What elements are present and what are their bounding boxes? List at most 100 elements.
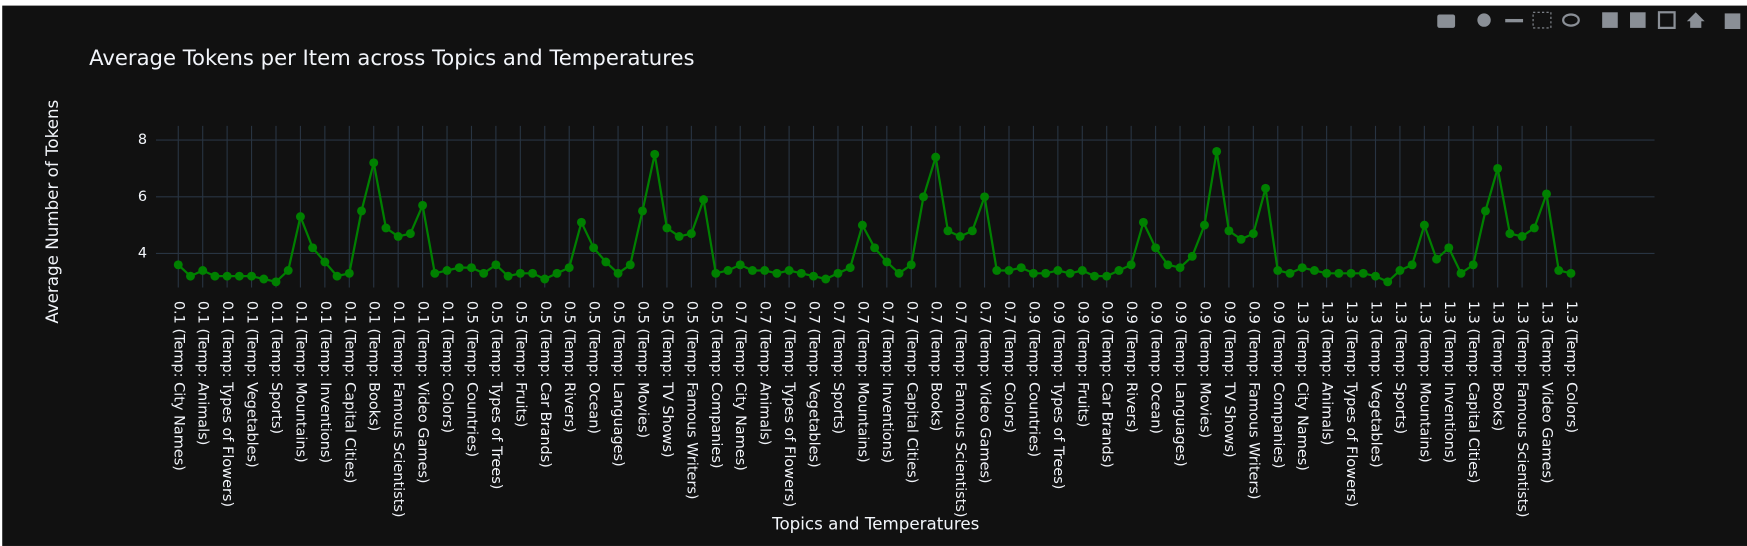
marker [1065, 268, 1075, 278]
marker [1395, 266, 1405, 275]
marker [405, 229, 415, 239]
marker [662, 223, 672, 233]
x-tick-label: 0.1 (Temp: Books) [366, 301, 382, 431]
x-tick-label: 0.5 (Temp: Types of Trees) [488, 301, 504, 490]
marker [686, 229, 696, 239]
y-tick-label: 6 [138, 189, 147, 205]
x-tick-label: 0.5 (Temp: Rivers) [561, 301, 577, 433]
marker [381, 223, 391, 233]
marker [919, 192, 928, 202]
y-tick-label: 8 [138, 132, 147, 148]
x-tick-label: 0.5 (Temp: Companies) [708, 301, 724, 469]
marker [1151, 243, 1161, 253]
x-tick-label: 0.7 (Temp: Video Games) [977, 301, 993, 484]
x-tick-label: 0.7 (Temp: Animals) [757, 301, 773, 446]
x-tick-label: 0.9 (Temp: TV Shows) [1221, 301, 1237, 458]
marker [173, 260, 183, 270]
x-tick-label: 0.9 (Temp: Types of Trees) [1050, 301, 1066, 490]
marker [821, 274, 831, 284]
x-tick-label: 0.7 (Temp: Colors) [1001, 301, 1017, 433]
marker [882, 257, 892, 267]
marker [357, 206, 366, 216]
x-tick-label: 0.5 (Temp: Languages) [610, 301, 626, 467]
marker [528, 268, 538, 278]
marker [870, 243, 880, 253]
x-tick-label: 1.3 (Temp: Video Games) [1539, 301, 1555, 484]
marker [467, 263, 476, 273]
lasso-icon[interactable] [1562, 13, 1580, 27]
marker [735, 260, 745, 270]
marker [308, 243, 318, 253]
x-tick-label: 1.3 (Temp: Types of Flowers) [1343, 301, 1359, 507]
x-tick-label: 0.5 (Temp: Ocean) [586, 301, 602, 434]
x-tick-label: 0.7 (Temp: Books) [928, 301, 944, 431]
marker [210, 271, 220, 281]
marker [283, 266, 293, 275]
marker [247, 271, 257, 281]
marker [1028, 268, 1038, 278]
marker [711, 268, 721, 278]
marker [1529, 223, 1539, 233]
marker [1285, 268, 1295, 278]
marker [906, 260, 916, 270]
marker [699, 195, 709, 205]
marker [1053, 266, 1063, 275]
x-tick-label: 0.7 (Temp: Sports) [830, 301, 846, 434]
marker [198, 266, 208, 275]
marker [674, 232, 684, 241]
marker [723, 266, 733, 275]
zoom-out-icon[interactable] [1630, 12, 1646, 28]
marker [1236, 234, 1246, 244]
marker [271, 277, 281, 287]
marker [332, 271, 342, 281]
marker [1505, 229, 1515, 239]
marker [809, 271, 818, 281]
background [2, 5, 1747, 546]
marker [625, 260, 635, 270]
marker [1102, 271, 1112, 281]
marker [1407, 260, 1417, 270]
marker [1493, 163, 1503, 173]
marker [1444, 243, 1454, 253]
autoscale-icon[interactable] [1657, 11, 1676, 29]
marker [1004, 266, 1014, 275]
camera-icon[interactable] [1437, 14, 1456, 28]
marker [1224, 226, 1234, 236]
x-tick-label: 1.3 (Temp: Sports) [1392, 301, 1408, 434]
marker [1419, 220, 1429, 230]
marker [845, 263, 855, 273]
marker [222, 271, 232, 281]
reset-icon[interactable] [1686, 12, 1705, 28]
select-icon[interactable] [1532, 11, 1552, 29]
zoom-in-icon[interactable] [1602, 12, 1618, 28]
x-tick-label: 0.1 (Temp: Inventions) [317, 301, 333, 463]
marker [943, 226, 953, 236]
marker [894, 268, 904, 278]
marker [857, 220, 867, 230]
x-tick-label: 0.1 (Temp: Animals) [195, 301, 211, 446]
x-tick-label: 1.3 (Temp: Books) [1490, 301, 1506, 431]
logo-icon[interactable] [1724, 13, 1741, 29]
marker [747, 266, 757, 275]
marker [1517, 232, 1527, 241]
marker [613, 268, 623, 278]
x-tick-label: 0.9 (Temp: Languages) [1172, 301, 1188, 467]
marker [1261, 183, 1271, 193]
marker [1016, 263, 1026, 273]
marker [1041, 268, 1051, 278]
x-tick-label: 0.1 (Temp: Famous Scientists) [390, 301, 406, 518]
marker [234, 271, 244, 281]
x-tick-label: 0.9 (Temp: Companies) [1270, 301, 1286, 469]
marker [1371, 271, 1380, 281]
marker [1468, 260, 1478, 270]
marker [760, 266, 770, 275]
marker [1138, 217, 1148, 227]
marker [1554, 266, 1564, 275]
zoom-icon[interactable] [1477, 13, 1491, 27]
modebar[interactable] [1437, 11, 1741, 29]
pan-icon[interactable] [1505, 18, 1524, 23]
marker [295, 212, 305, 222]
x-tick-label: 0.7 (Temp: Inventions) [879, 301, 895, 463]
marker [479, 268, 489, 278]
